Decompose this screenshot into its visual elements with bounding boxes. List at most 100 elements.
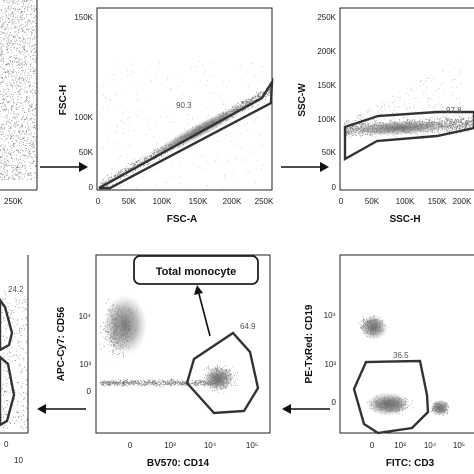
event-dot: [6, 40, 8, 42]
event-dot: [465, 122, 467, 124]
event-dot: [430, 80, 432, 82]
event-dot: [23, 153, 25, 155]
event-dot: [11, 4, 13, 6]
event-dot: [217, 140, 218, 142]
event-dot: [112, 184, 114, 186]
event-dot: [4, 77, 6, 79]
x-tick-label: 200K: [223, 197, 242, 206]
event-dot: [18, 77, 20, 79]
event-dot: [154, 125, 156, 126]
event-dot: [101, 148, 103, 150]
event-dot: [10, 127, 12, 129]
event-dot: [24, 48, 26, 50]
event-dot: [426, 98, 428, 99]
event-dot: [2, 174, 4, 176]
event-dot: [144, 156, 145, 158]
event-dot: [346, 132, 348, 134]
event-dot: [452, 128, 454, 130]
event-dot: [34, 108, 36, 110]
event-dot: [8, 127, 10, 129]
panel-2-events: [100, 60, 272, 190]
event-dot: [4, 178, 6, 180]
event-dot: [28, 132, 30, 134]
event-dot: [446, 129, 448, 131]
event-dot: [469, 120, 471, 122]
event-dot: [263, 91, 265, 93]
event-dot: [1, 144, 2, 146]
event-dot: [34, 163, 36, 165]
event-dot: [170, 88, 171, 90]
event-dot: [26, 8, 28, 10]
event-dot: [30, 119, 32, 121]
event-dot: [255, 98, 257, 100]
event-dot: [139, 159, 141, 161]
event-dot: [33, 90, 35, 92]
event-dot: [16, 56, 18, 58]
event-dot: [156, 142, 158, 144]
event-dot: [7, 173, 8, 175]
event-dot: [194, 66, 196, 68]
event-dot: [12, 176, 14, 178]
event-dot: [18, 159, 20, 160]
event-dot: [374, 121, 375, 123]
event-dot: [241, 102, 242, 104]
event-dot: [133, 164, 135, 166]
event-dot: [30, 177, 32, 179]
event-dot: [22, 141, 24, 143]
event-dot: [136, 115, 138, 116]
event-dot: [347, 135, 348, 137]
event-dot: [28, 154, 30, 156]
event-dot: [13, 135, 15, 137]
event-dot: [23, 32, 25, 34]
event-dot: [15, 9, 16, 11]
event-dot: [6, 159, 8, 161]
event-dot: [384, 116, 386, 118]
event-dot: [27, 137, 29, 139]
event-dot: [465, 121, 466, 123]
event-dot: [253, 62, 255, 64]
event-dot: [6, 151, 8, 153]
event-dot: [32, 117, 34, 119]
event-dot: [4, 161, 6, 163]
event-dot: [18, 175, 20, 177]
event-dot: [24, 145, 26, 146]
y-tick-label: 50K: [79, 148, 94, 157]
event-dot: [205, 84, 207, 86]
x-tick-label: 50K: [122, 197, 137, 206]
event-dot: [23, 174, 25, 176]
event-dot: [1, 56, 3, 58]
event-dot: [32, 163, 34, 165]
event-dot: [145, 159, 147, 161]
event-dot: [18, 151, 19, 153]
event-dot: [127, 70, 128, 71]
event-dot: [22, 29, 24, 31]
event-dot: [35, 82, 37, 84]
event-dot: [0, 51, 2, 53]
event-dot: [24, 26, 26, 27]
event-dot: [112, 73, 114, 75]
event-dot: [18, 172, 20, 174]
event-dot: [18, 138, 20, 140]
event-dot: [11, 157, 13, 159]
event-dot: [6, 64, 8, 66]
event-dot: [18, 96, 20, 98]
event-dot: [447, 119, 449, 121]
event-dot: [393, 106, 395, 107]
event-dot: [250, 99, 252, 101]
event-dot: [14, 54, 15, 56]
event-dot: [1, 9, 3, 11]
event-dot: [452, 99, 454, 101]
event-dot: [235, 104, 237, 106]
event-dot: [268, 94, 270, 96]
event-dot: [22, 0, 24, 1]
event-dot: [429, 118, 431, 120]
event-dot: [425, 119, 427, 120]
event-dot: [7, 91, 9, 92]
event-dot: [252, 97, 254, 99]
event-dot: [159, 61, 160, 63]
event-dot: [34, 91, 36, 93]
event-dot: [2, 102, 4, 104]
event-dot: [256, 95, 258, 97]
event-dot: [34, 54, 36, 56]
event-dot: [2, 77, 4, 79]
